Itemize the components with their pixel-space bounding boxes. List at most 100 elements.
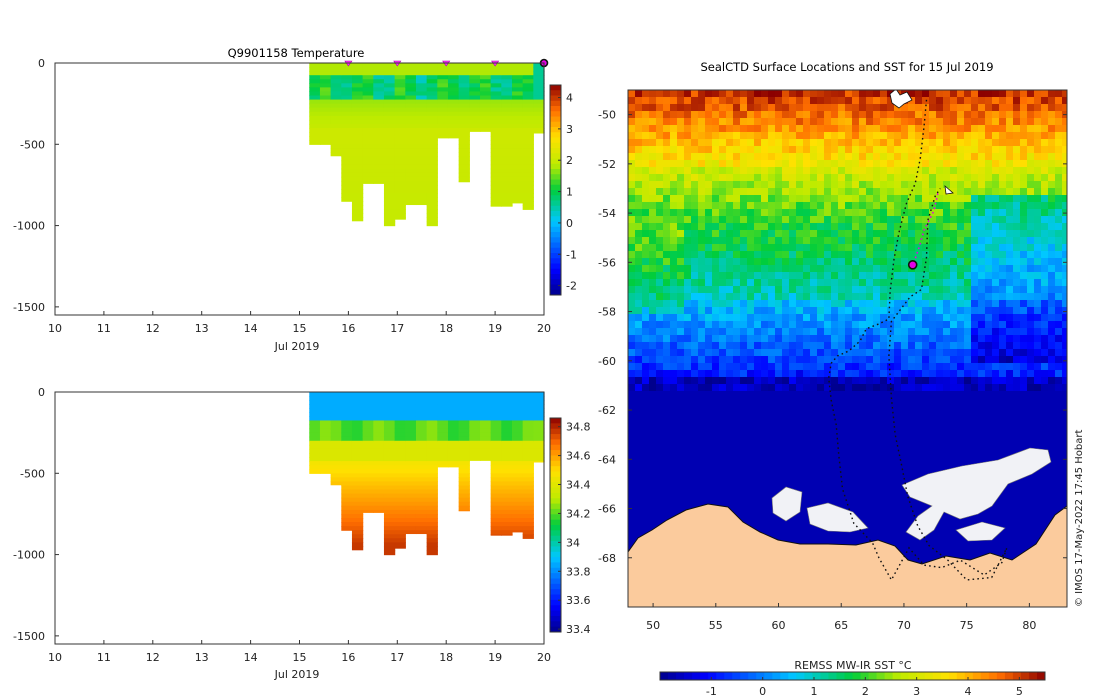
profile-cell (522, 432, 534, 438)
sst-cell (1055, 391, 1063, 399)
sst-cell (1013, 111, 1021, 119)
profile-cell (426, 184, 438, 190)
sst-cell (887, 97, 895, 105)
sst-cell (1013, 90, 1021, 98)
sst-cell (1048, 356, 1056, 364)
profile-cell (511, 156, 524, 162)
sst-cell (782, 377, 790, 385)
sst-cell (810, 174, 818, 182)
sst-cell (950, 419, 958, 427)
sst-cell (677, 125, 685, 133)
sst-cell (1013, 97, 1021, 105)
sst-cell (1020, 391, 1028, 399)
sst-cell (761, 188, 769, 196)
sst-cell (887, 181, 895, 189)
sst-cell (950, 300, 958, 308)
sst-cell (656, 440, 664, 448)
sst-cell (698, 160, 706, 168)
sst-cell (824, 307, 832, 315)
profile-cell (426, 221, 438, 227)
sst-cell (733, 433, 741, 441)
profile-cell (383, 164, 396, 170)
sst-cell (768, 146, 776, 154)
sst-cell (831, 405, 839, 413)
profile-cell (490, 168, 502, 174)
profile-cell (405, 83, 417, 88)
sst-cell (719, 419, 727, 427)
profile-cell (351, 436, 364, 442)
sst-cell (915, 328, 923, 336)
profile-cell (373, 156, 385, 162)
sst-cell (838, 279, 846, 287)
profile-cell (351, 538, 364, 543)
profile-cell (394, 534, 406, 539)
colorbar-swatch (550, 148, 561, 154)
sst-cell (670, 440, 678, 448)
sst-cell (824, 440, 832, 448)
sst-cell (978, 174, 986, 182)
sst-cell (880, 440, 888, 448)
profile-cell (426, 481, 438, 487)
profile-cell (415, 152, 428, 158)
sst-cell (705, 328, 713, 336)
profile-cell (351, 136, 364, 141)
sst-cell (1013, 356, 1021, 364)
profile-cell (362, 497, 374, 503)
y-tick-label: -500 (20, 467, 45, 480)
sst-cell (677, 412, 685, 420)
sst-cell (1013, 279, 1021, 287)
profile-cell (362, 136, 374, 141)
sst-cell (733, 188, 741, 196)
profile-cell (341, 489, 353, 495)
profile-cell (501, 452, 513, 458)
temperature-panel: Q9901158 Temperature 10 11 12 13 14 15 16 17 18 1… (13, 46, 577, 353)
sst-cell (1013, 293, 1021, 301)
profile-cell (373, 469, 385, 474)
sst-cell (943, 90, 951, 98)
profile-cell (522, 123, 534, 129)
profile-cell (533, 75, 545, 80)
sst-cell (691, 237, 699, 245)
sst-cell (831, 335, 839, 343)
profile-cell (373, 481, 385, 487)
sst-cell (810, 146, 818, 154)
sst-cell (1006, 195, 1014, 203)
sst-cell (719, 279, 727, 287)
sst-cell (691, 209, 699, 217)
sst-cell (691, 118, 699, 126)
profile-cell (479, 67, 492, 72)
profile-cell (394, 83, 406, 88)
sst-cell (642, 223, 650, 231)
sst-cell (845, 384, 853, 392)
sst-cell (901, 398, 909, 406)
profile-cell (511, 99, 524, 105)
sst-cell (1020, 300, 1028, 308)
sst-cell (670, 104, 678, 112)
profile-cell (351, 99, 364, 105)
sst-cell (985, 97, 993, 105)
profile-cell (405, 518, 417, 523)
sst-cell (992, 272, 1000, 280)
sst-cell (1055, 377, 1063, 385)
profile-cell (351, 489, 364, 495)
sst-cell (782, 272, 790, 280)
sst-cell (649, 244, 657, 252)
sst-cell (964, 132, 972, 140)
sst-cell (1055, 125, 1063, 133)
sst-cell (1062, 195, 1067, 203)
profile-cell (533, 412, 545, 417)
sst-cell (677, 90, 685, 98)
sst-cell (1034, 118, 1042, 126)
profile-cell (415, 452, 428, 458)
sst-cell (670, 426, 678, 434)
sst-cell (873, 202, 881, 210)
sst-cell (992, 356, 1000, 364)
sst-cell (880, 419, 888, 427)
colorbar-swatch (550, 216, 561, 222)
sst-cell (887, 335, 895, 343)
x-tick-label: 19 (488, 651, 502, 664)
sst-cell (740, 90, 748, 98)
sst-cell (782, 174, 790, 182)
profile-cell (533, 408, 545, 413)
sst-cell (803, 314, 811, 322)
